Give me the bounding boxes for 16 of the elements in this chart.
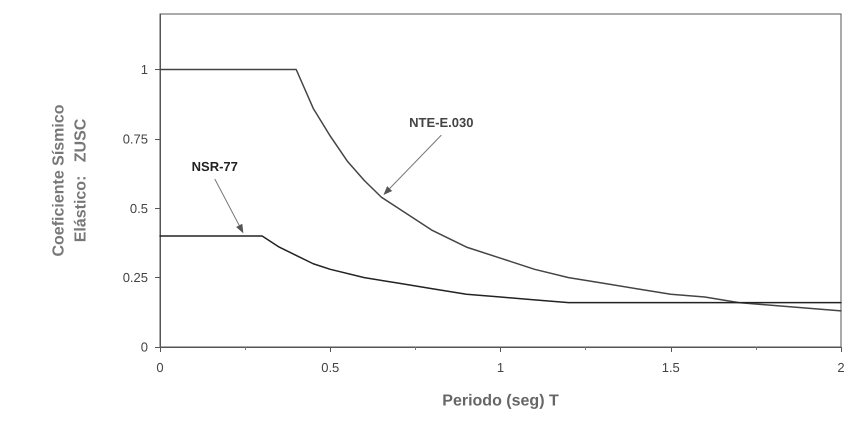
x-tick-label: 1 [496,360,504,375]
x-axis-title: Periodo (seg) T [442,392,559,410]
line-series [159,235,842,304]
y-axis-title: Coeficiente Sísmico Elástico: ZUSC [50,104,90,257]
x-tick-label: 2 [837,360,845,375]
y-tick-label: 0.75 [122,131,148,146]
x-tick-label: 0 [156,360,164,375]
y-tick-label: 0 [140,340,148,354]
y-tick-label: 1 [140,62,148,77]
y-tick-label: 0.5 [130,200,148,216]
x-tick-label: 0.5 [321,360,340,375]
y-tick-label: 0.25 [122,270,148,286]
x-tick-label: 1.5 [662,360,680,375]
text: NSR-77 [192,159,238,174]
text: NTE-E.030 [409,115,474,130]
line-series [159,68,842,312]
